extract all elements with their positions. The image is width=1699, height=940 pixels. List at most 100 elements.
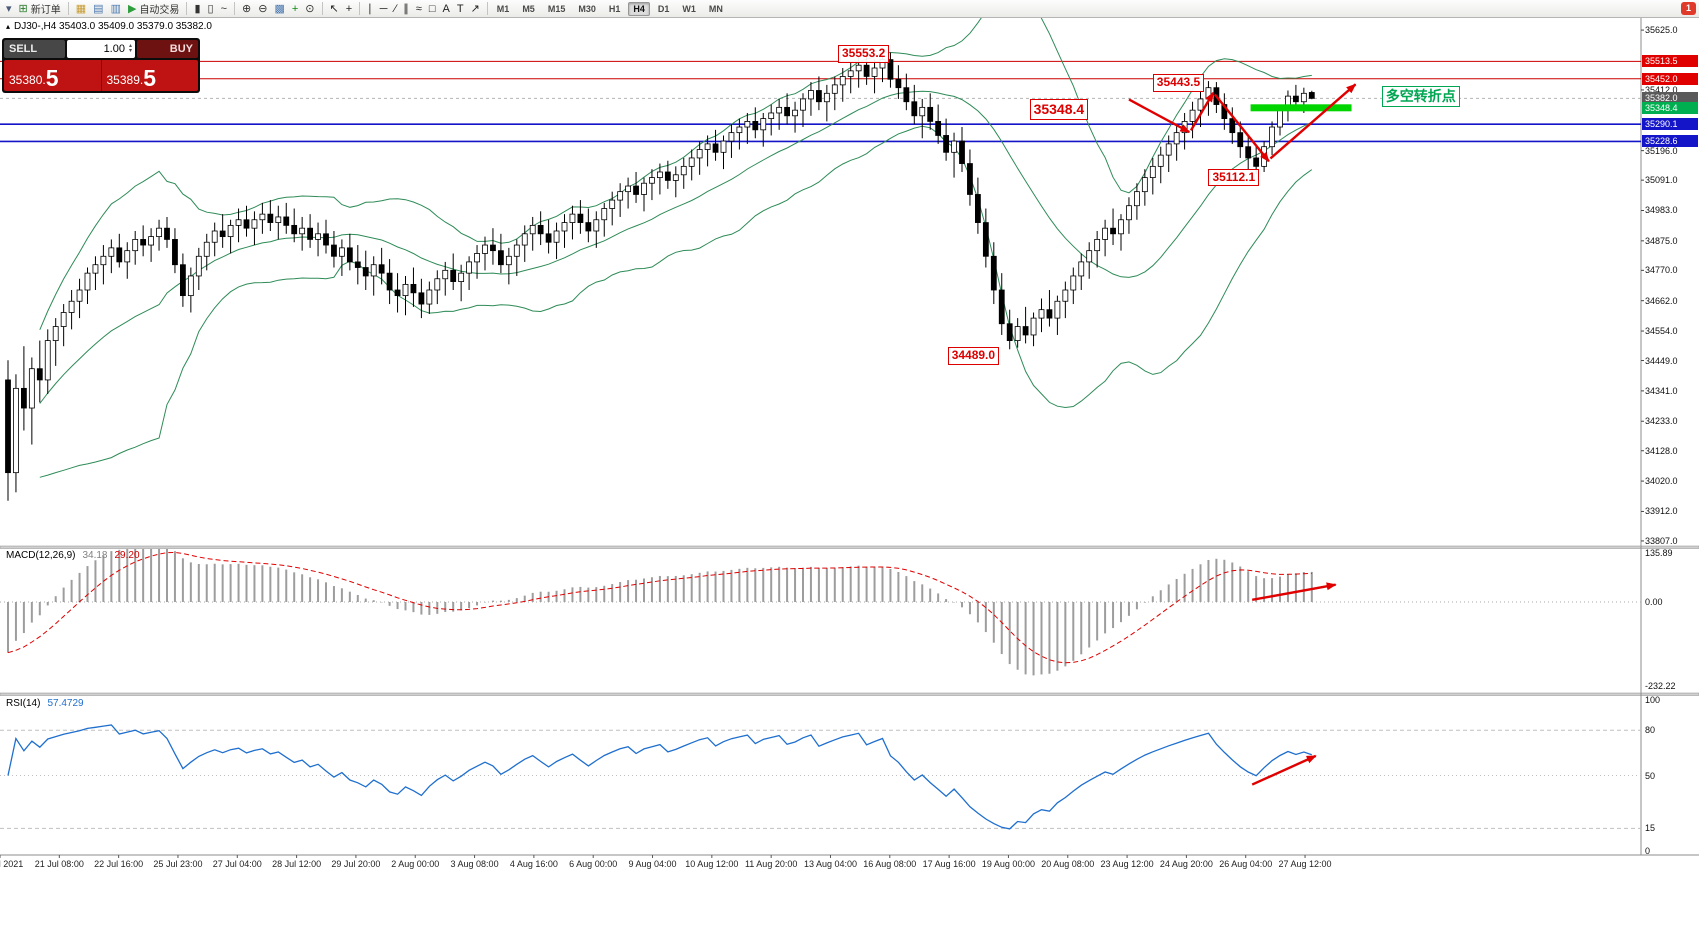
trendline-icon-icon: ∕: [394, 2, 397, 15]
tile-windows-icon[interactable]: ▩: [271, 1, 287, 17]
macd-main-value: 34.18: [82, 550, 108, 561]
timeframe-d1[interactable]: D1: [657, 3, 670, 14]
toolbar-separator: [186, 2, 188, 15]
line-chart-icon-icon: ~: [220, 2, 227, 15]
text-icon-icon: A: [442, 2, 450, 15]
spinner-down-icon[interactable]: ▾: [128, 48, 132, 54]
auto-trading-button[interactable]: ▶ 自动交易: [125, 1, 182, 17]
label-icon-icon: T: [456, 2, 464, 15]
indicators-icon-icon: +: [291, 2, 299, 15]
new-order-button-label: 新订单: [30, 5, 61, 16]
buy-price-big-digit: 5: [143, 65, 156, 91]
lot-size-input[interactable]: 1.00 ▴ ▾: [67, 40, 135, 58]
fibonacci-icon[interactable]: ≈: [413, 1, 425, 17]
periods-icon-icon: ⊙: [305, 2, 315, 15]
vertical-line-icon-icon: ∣: [367, 2, 373, 15]
vertical-line-icon[interactable]: ∣: [364, 1, 376, 17]
rsi-value: 57.4729: [47, 698, 84, 709]
chart-annotation[interactable]: 35348.4: [1029, 99, 1089, 120]
trendline-icon[interactable]: ∕: [391, 1, 399, 17]
timeframe-h1[interactable]: H1: [608, 3, 621, 14]
chart-ohlc-header: ▴ DJ30-,H4 35403.0 35409.0 35379.0 35382…: [6, 21, 212, 32]
sell-price-main: 35380.: [9, 73, 46, 87]
lot-size-value[interactable]: 1.00: [103, 43, 125, 55]
toolbar-right: 1: [1680, 2, 1696, 15]
auto-trading-button-label: 自动交易: [139, 5, 180, 16]
shapes-icon-icon: □: [428, 2, 436, 15]
indicators-icon[interactable]: +: [289, 1, 301, 17]
rsi-name: RSI(14): [6, 698, 41, 709]
symbols-dropdown-button[interactable]: ▾: [3, 1, 15, 17]
chart-annotation[interactable]: 34489.0: [947, 347, 1000, 365]
shapes-icon[interactable]: □: [426, 1, 439, 17]
horizontal-line-icon[interactable]: ─: [377, 1, 391, 17]
zoom-in-icon-icon: ⊕: [242, 2, 252, 15]
chart-annotation[interactable]: 35112.1: [1208, 168, 1260, 187]
sell-price-button[interactable]: 35380. 5: [4, 60, 102, 91]
toolbar-separator: [234, 2, 235, 15]
timeframe-m15[interactable]: M15: [547, 3, 566, 14]
macd-label: MACD(12,26,9) 34.18 29.20: [6, 550, 140, 561]
timeframe-toolbar: M1 M5 M15 M30 H1 H4 D1 W1 MN: [491, 1, 729, 16]
cursor-icon-icon: ↖: [329, 2, 339, 15]
buy-price-button[interactable]: 35389. 5: [101, 60, 198, 91]
bar-chart-icon-icon: ▮: [194, 2, 201, 15]
channel-icon[interactable]: ∥: [400, 1, 412, 17]
symbols-dropdown-icon: ▾: [6, 2, 12, 15]
macd-name: MACD(12,26,9): [6, 550, 76, 561]
cursor-icon[interactable]: ↖: [327, 1, 342, 17]
zoom-in-icon[interactable]: ⊕: [239, 1, 254, 17]
crosshair-icon[interactable]: +: [343, 1, 355, 17]
crosshair-icon-icon: +: [345, 2, 353, 15]
line-chart-icon[interactable]: ~: [218, 1, 230, 17]
fibonacci-icon-icon: ≈: [415, 2, 422, 15]
toolbar-separator: [321, 2, 323, 15]
spinner-up-icon[interactable]: ▴: [128, 43, 132, 49]
toolbar-separator: [67, 2, 69, 15]
horizontal-line-icon-icon: ─: [379, 2, 388, 15]
macd-signal-value: 29.20: [114, 550, 140, 561]
chart-annotation[interactable]: 多空转折点: [1381, 86, 1460, 107]
layouts-icon[interactable]: ▦: [73, 1, 89, 17]
bar-chart-icon[interactable]: ▮: [191, 1, 203, 17]
toolbar-separator: [486, 2, 488, 15]
timeframe-w1[interactable]: W1: [682, 3, 696, 14]
chart-annotation[interactable]: 35443.5: [1152, 73, 1205, 92]
candlestick-icon-icon: ▯: [207, 2, 214, 15]
timeframe-m5[interactable]: M5: [522, 3, 535, 14]
lot-spinner[interactable]: ▴ ▾: [128, 43, 132, 54]
rsi-label: RSI(14) 57.4729: [6, 698, 84, 709]
toolbar-buttons: ▾ ⊞ 新订单 ▦ ▤ ▥ ▶ 自动交易 ▮ ▯ ~ ⊕ ⊖ ▩ + ⊙ ↖ + ∣ ─ ∕ ∥ ≈ □ A T ↗: [3, 1, 491, 17]
periods-icon[interactable]: ⊙: [302, 1, 317, 17]
data-window-icon[interactable]: ▥: [108, 1, 124, 17]
layouts-icon-icon: ▦: [75, 2, 87, 15]
market-watch-icon-icon: ▤: [93, 2, 104, 15]
arrows-icon-icon: ↗: [470, 2, 480, 15]
text-icon[interactable]: A: [440, 1, 453, 17]
label-icon[interactable]: T: [454, 1, 467, 17]
candlestick-icon[interactable]: ▯: [205, 1, 217, 17]
new-order-icon: ⊞: [18, 2, 28, 15]
timeframe-m30[interactable]: M30: [578, 3, 596, 14]
timeframe-m1[interactable]: M1: [496, 3, 510, 14]
market-watch-icon[interactable]: ▤: [90, 1, 106, 17]
chart-header-text: DJ30-,H4 35403.0 35409.0 35379.0 35382.0: [14, 21, 212, 32]
one-click-trading-panel[interactable]: SELL 1.00 ▴ ▾ BUY 35380. 5 35389. 5: [2, 38, 200, 93]
arrows-icon[interactable]: ↗: [468, 1, 483, 17]
sell-price-big-digit: 5: [45, 65, 59, 91]
auto-trading-icon: ▶: [127, 2, 137, 15]
new-order-button[interactable]: ⊞ 新订单: [16, 1, 64, 17]
notification-badge[interactable]: 1: [1680, 2, 1696, 15]
chart-annotation[interactable]: 35553.2: [837, 44, 890, 63]
tile-windows-icon-icon: ▩: [274, 2, 285, 15]
zoom-out-icon[interactable]: ⊖: [255, 1, 270, 17]
timeframe-h4[interactable]: H4: [628, 1, 650, 16]
toolbar: ▾ ⊞ 新订单 ▦ ▤ ▥ ▶ 自动交易 ▮ ▯ ~ ⊕ ⊖ ▩ + ⊙ ↖ + ∣ ─ ∕ ∥ ≈ □ A T ↗ M1 M5 M15…: [0, 0, 1699, 18]
sell-button[interactable]: SELL: [4, 40, 65, 58]
symbol-marker-icon: ▴: [6, 22, 11, 31]
timeframe-mn[interactable]: MN: [708, 3, 723, 14]
buy-button[interactable]: BUY: [137, 40, 198, 58]
